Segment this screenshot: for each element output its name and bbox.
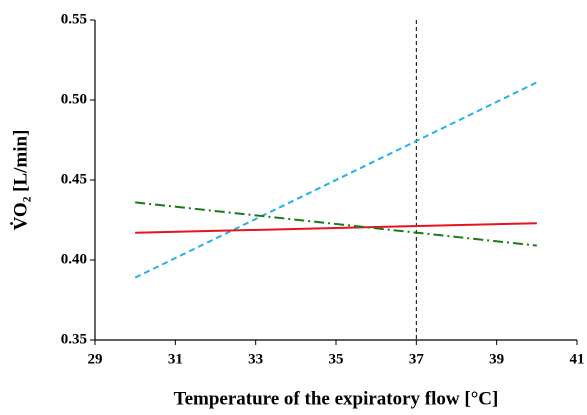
x-tick-label: 31 bbox=[168, 351, 183, 367]
y-tick-label: 0.55 bbox=[61, 11, 87, 27]
x-axis-title: Temperature of the expiratory flow [°C] bbox=[174, 388, 499, 409]
x-tick-label: 29 bbox=[88, 351, 103, 367]
series-line bbox=[135, 222, 537, 234]
x-tick-label: 33 bbox=[248, 351, 263, 367]
y-tick-label: 0.45 bbox=[61, 171, 87, 187]
x-tick-label: 41 bbox=[570, 351, 585, 367]
series-line bbox=[134, 81, 538, 279]
x-tick-label: 37 bbox=[409, 351, 425, 367]
series-line bbox=[135, 201, 537, 247]
y-tick-label: 0.40 bbox=[61, 251, 87, 267]
x-tick-label: 39 bbox=[489, 351, 504, 367]
y-axis-title: V̇O₂ [L/min] bbox=[10, 130, 31, 231]
y-tick-label: 0.50 bbox=[61, 91, 87, 107]
y-tick-label: 0.35 bbox=[61, 331, 87, 347]
x-tick-label: 35 bbox=[329, 351, 344, 367]
